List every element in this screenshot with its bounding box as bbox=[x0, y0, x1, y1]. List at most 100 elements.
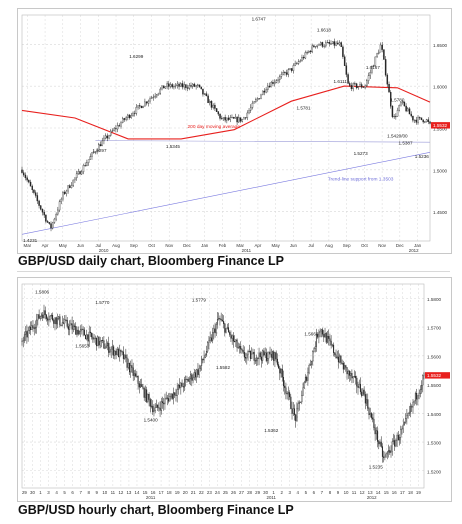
candle bbox=[98, 144, 100, 151]
candle bbox=[254, 360, 256, 362]
candle bbox=[386, 451, 388, 455]
candle bbox=[253, 101, 255, 104]
annotation-label: Trend-line support from 1.3503 bbox=[328, 176, 394, 182]
candle bbox=[108, 135, 110, 139]
candle bbox=[331, 41, 334, 45]
candle bbox=[175, 394, 177, 396]
candle bbox=[31, 186, 33, 191]
candle bbox=[215, 324, 217, 334]
candle bbox=[203, 357, 205, 361]
trend-support-line bbox=[21, 152, 431, 235]
candle bbox=[180, 382, 182, 388]
candle bbox=[284, 385, 286, 388]
x-tick-label: 1 bbox=[39, 490, 42, 495]
candle bbox=[313, 348, 315, 352]
candle bbox=[322, 329, 324, 335]
candle bbox=[383, 49, 385, 60]
candle bbox=[309, 50, 312, 53]
annotation-label: 1.5235 bbox=[369, 465, 383, 470]
y-tick-label: 1.5400 bbox=[427, 412, 441, 417]
candle bbox=[74, 325, 76, 327]
candle bbox=[265, 89, 267, 93]
candle bbox=[212, 332, 214, 341]
candle bbox=[418, 393, 420, 396]
candle bbox=[207, 342, 209, 352]
candle bbox=[396, 109, 399, 117]
candle bbox=[371, 66, 373, 73]
candle bbox=[259, 352, 261, 358]
candle bbox=[325, 42, 327, 47]
x-tick-label: Nov bbox=[378, 243, 387, 248]
candle bbox=[147, 100, 150, 104]
x-tick-label: 27 bbox=[239, 490, 244, 495]
candle bbox=[33, 327, 35, 329]
candle bbox=[162, 85, 165, 89]
candle bbox=[400, 429, 402, 438]
candle bbox=[32, 325, 34, 328]
candle bbox=[191, 83, 194, 87]
candle bbox=[236, 116, 238, 123]
candle bbox=[220, 318, 222, 321]
x-year-label: 2012 bbox=[367, 495, 377, 500]
candle bbox=[110, 130, 112, 136]
candle bbox=[221, 118, 223, 120]
candle bbox=[115, 128, 117, 130]
candle bbox=[403, 101, 406, 107]
candle bbox=[340, 355, 342, 364]
candle bbox=[170, 393, 172, 397]
candle bbox=[339, 355, 341, 363]
x-tick-label: 7 bbox=[79, 490, 82, 495]
candle bbox=[355, 376, 357, 379]
candle bbox=[369, 413, 371, 416]
x-year-label: 2010 bbox=[99, 248, 109, 253]
candle bbox=[354, 83, 356, 85]
candle bbox=[179, 385, 181, 388]
candle bbox=[79, 171, 81, 175]
candle bbox=[144, 101, 146, 107]
x-tick-label: Apr bbox=[42, 243, 49, 248]
candle bbox=[421, 385, 423, 390]
candle bbox=[71, 323, 73, 330]
annotation-label: 1.5781 bbox=[296, 105, 310, 110]
candle bbox=[226, 327, 228, 329]
x-tick-label: 15 bbox=[143, 490, 148, 495]
candle bbox=[334, 352, 336, 355]
candle bbox=[100, 340, 102, 342]
candle bbox=[65, 190, 68, 194]
candle bbox=[99, 341, 101, 346]
candle bbox=[294, 63, 296, 66]
x-tick-label: Jan bbox=[201, 243, 209, 248]
candle bbox=[246, 354, 248, 359]
candle bbox=[412, 115, 414, 121]
candle bbox=[248, 350, 250, 352]
candle bbox=[272, 82, 274, 84]
candle bbox=[218, 318, 220, 320]
candle bbox=[379, 441, 381, 445]
annotation-label: 1.5420/00 bbox=[387, 134, 408, 139]
candle bbox=[319, 331, 321, 333]
hourly-chart-svg: 1.5800 1.5700 1.5600 1.5500 1.5400 1.5300 1.52… bbox=[21, 283, 450, 500]
candle bbox=[176, 83, 179, 86]
candle bbox=[312, 351, 314, 362]
candle bbox=[31, 325, 33, 331]
candle bbox=[374, 427, 376, 435]
candle bbox=[304, 52, 307, 59]
annotation-label: 1.5297 bbox=[92, 148, 106, 153]
x-year-label: 2011 bbox=[267, 495, 277, 500]
annotation-label: 200 day moving average bbox=[187, 124, 240, 130]
candle bbox=[423, 373, 425, 376]
candle bbox=[60, 324, 62, 326]
candle bbox=[336, 356, 338, 359]
candle bbox=[174, 392, 176, 396]
annotation-label: 1.5273 bbox=[354, 151, 368, 156]
candle bbox=[87, 159, 90, 163]
candle bbox=[92, 336, 94, 340]
candle bbox=[93, 338, 95, 340]
candle bbox=[279, 367, 281, 374]
candle bbox=[287, 392, 289, 395]
candle bbox=[276, 358, 278, 365]
candle bbox=[393, 116, 395, 118]
candle bbox=[72, 325, 74, 330]
candle bbox=[119, 349, 121, 358]
candle bbox=[25, 331, 27, 335]
